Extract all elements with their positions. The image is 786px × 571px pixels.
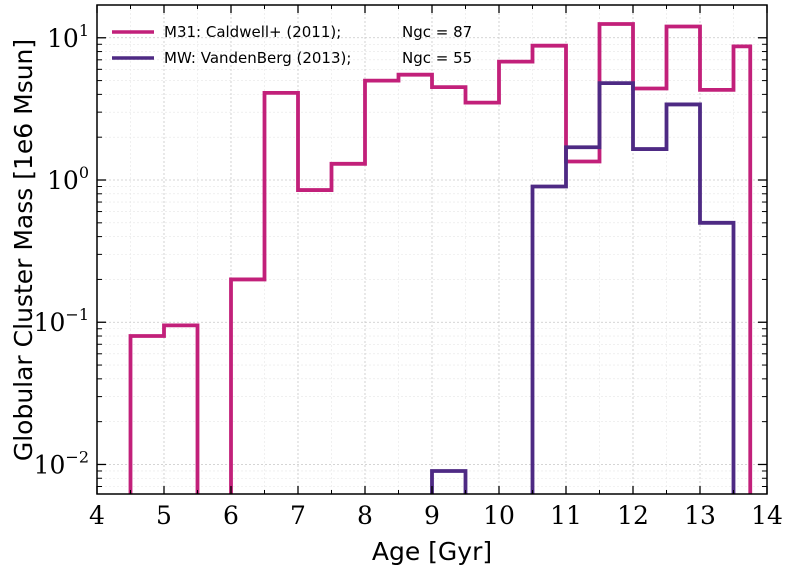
y-tick-label: 10−1 [34,305,89,337]
x-tick-label: 9 [424,501,440,530]
x-tick-label: 14 [751,501,783,530]
y-tick-label: 101 [47,21,89,53]
x-tick-label: 5 [156,501,172,530]
series-m31-step [128,22,753,494]
y-tick-label: 100 [47,163,89,195]
y-tick-label: 10−2 [34,447,89,479]
x-tick-label: 4 [89,501,105,530]
x-tick-label: 7 [290,501,306,530]
series-mw-step [430,81,736,494]
legend-label-m31: M31: Caldwell+ (2011); [164,23,341,41]
x-tick-label: 6 [223,501,239,530]
legend-label-mw: MW: VandenBerg (2013); [164,49,351,67]
x-tick-label: 10 [483,501,515,530]
x-axis-title: Age [Gyr] [372,537,492,566]
legend-count-m31: Ngc = 87 [402,23,472,41]
y-tick-labels: 10−2 10−1 100 101 [34,21,89,480]
x-tick-labels: 4 5 6 7 8 9 10 11 12 13 14 [89,501,783,530]
axis-ticks [96,5,768,494]
legend-count-mw: Ngc = 55 [402,49,472,67]
series-layer [128,22,753,494]
y-axis-title: Globular Cluster Mass [1e6 Msun] [9,39,38,461]
x-tick-label: 13 [684,501,716,530]
x-tick-label: 8 [357,501,373,530]
x-tick-label: 12 [617,501,649,530]
x-tick-label: 11 [550,501,582,530]
legend: M31: Caldwell+ (2011); Ngc = 87 MW: Vand… [112,23,472,67]
